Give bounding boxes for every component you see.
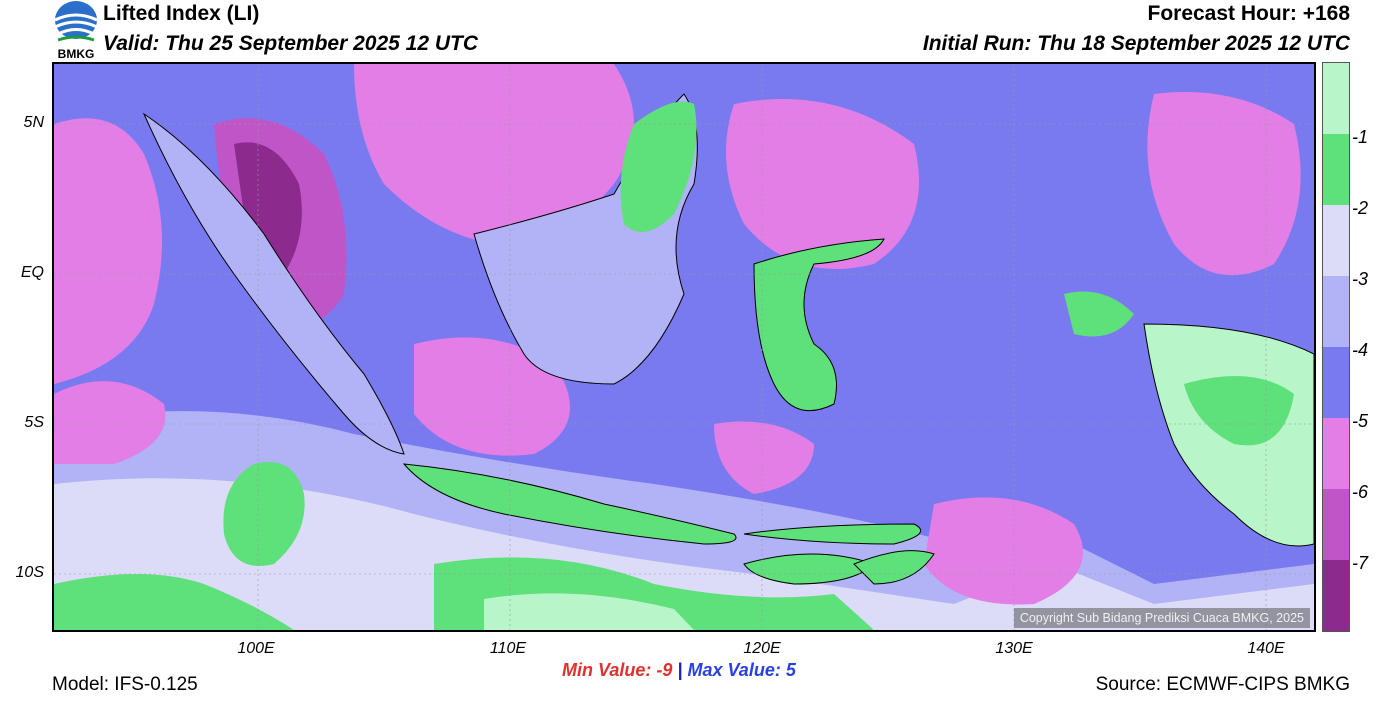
- max-value: 5: [785, 660, 796, 680]
- colorbar-seg-3: [1323, 205, 1349, 276]
- initial-run: Initial Run: Thu 18 September 2025 12 UT…: [922, 32, 1350, 55]
- colorbar-seg-2: [1323, 134, 1349, 205]
- colorbar-label: -2: [1352, 198, 1369, 218]
- x-tick-140e: 140E: [1247, 640, 1285, 657]
- bmkg-logo-icon: BMKG: [52, 1, 100, 61]
- map-canvas: [54, 64, 1314, 630]
- colorbar-seg-4: [1323, 276, 1349, 347]
- x-tick-100e: 100E: [237, 640, 275, 657]
- valid-time: Valid: Thu 25 September 2025 12 UTC: [103, 32, 479, 55]
- y-tick-eq: EQ: [20, 264, 44, 281]
- min-value: -9: [656, 660, 673, 680]
- forecast-hour: Forecast Hour: +168: [1147, 2, 1351, 25]
- x-tick-110e: 110E: [489, 640, 527, 657]
- min-label: Min Value:: [562, 660, 652, 680]
- colorbar-seg-1: [1323, 63, 1349, 134]
- max-label: Max Value:: [687, 660, 781, 680]
- colorbar-seg-7: [1323, 489, 1349, 560]
- bmkg-logo: BMKG: [52, 0, 100, 61]
- colorbar-label: -7: [1352, 553, 1369, 573]
- colorbar: [1322, 62, 1350, 632]
- x-tick-130e: 130E: [995, 640, 1033, 657]
- lifted-index-map: Copyright Sub Bidang Prediksi Cuaca BMKG…: [52, 62, 1316, 632]
- colorbar-seg-8: [1323, 560, 1349, 631]
- colorbar-seg-6: [1323, 418, 1349, 489]
- y-tick-10s: 10S: [15, 564, 44, 581]
- separator: |: [677, 660, 683, 680]
- colorbar-seg-5: [1323, 347, 1349, 418]
- colorbar-label: -6: [1352, 482, 1369, 502]
- source-label: Source: ECMWF-CIPS BMKG: [1095, 674, 1350, 695]
- y-tick-5s: 5S: [24, 414, 44, 431]
- x-tick-120e: 120E: [743, 640, 781, 657]
- colorbar-label: -4: [1352, 340, 1369, 360]
- colorbar-label: -5: [1352, 411, 1369, 431]
- colorbar-label: -3: [1352, 269, 1369, 289]
- y-tick-5n: 5N: [23, 114, 44, 131]
- min-max-values: Min Value: -9 | Max Value: 5: [562, 660, 796, 681]
- chart-title: Lifted Index (LI): [103, 2, 260, 25]
- model-label: Model: IFS-0.125: [52, 674, 198, 695]
- logo-text: BMKG: [58, 47, 95, 60]
- copyright-notice: Copyright Sub Bidang Prediksi Cuaca BMKG…: [1013, 608, 1310, 628]
- colorbar-label: -1: [1352, 127, 1369, 147]
